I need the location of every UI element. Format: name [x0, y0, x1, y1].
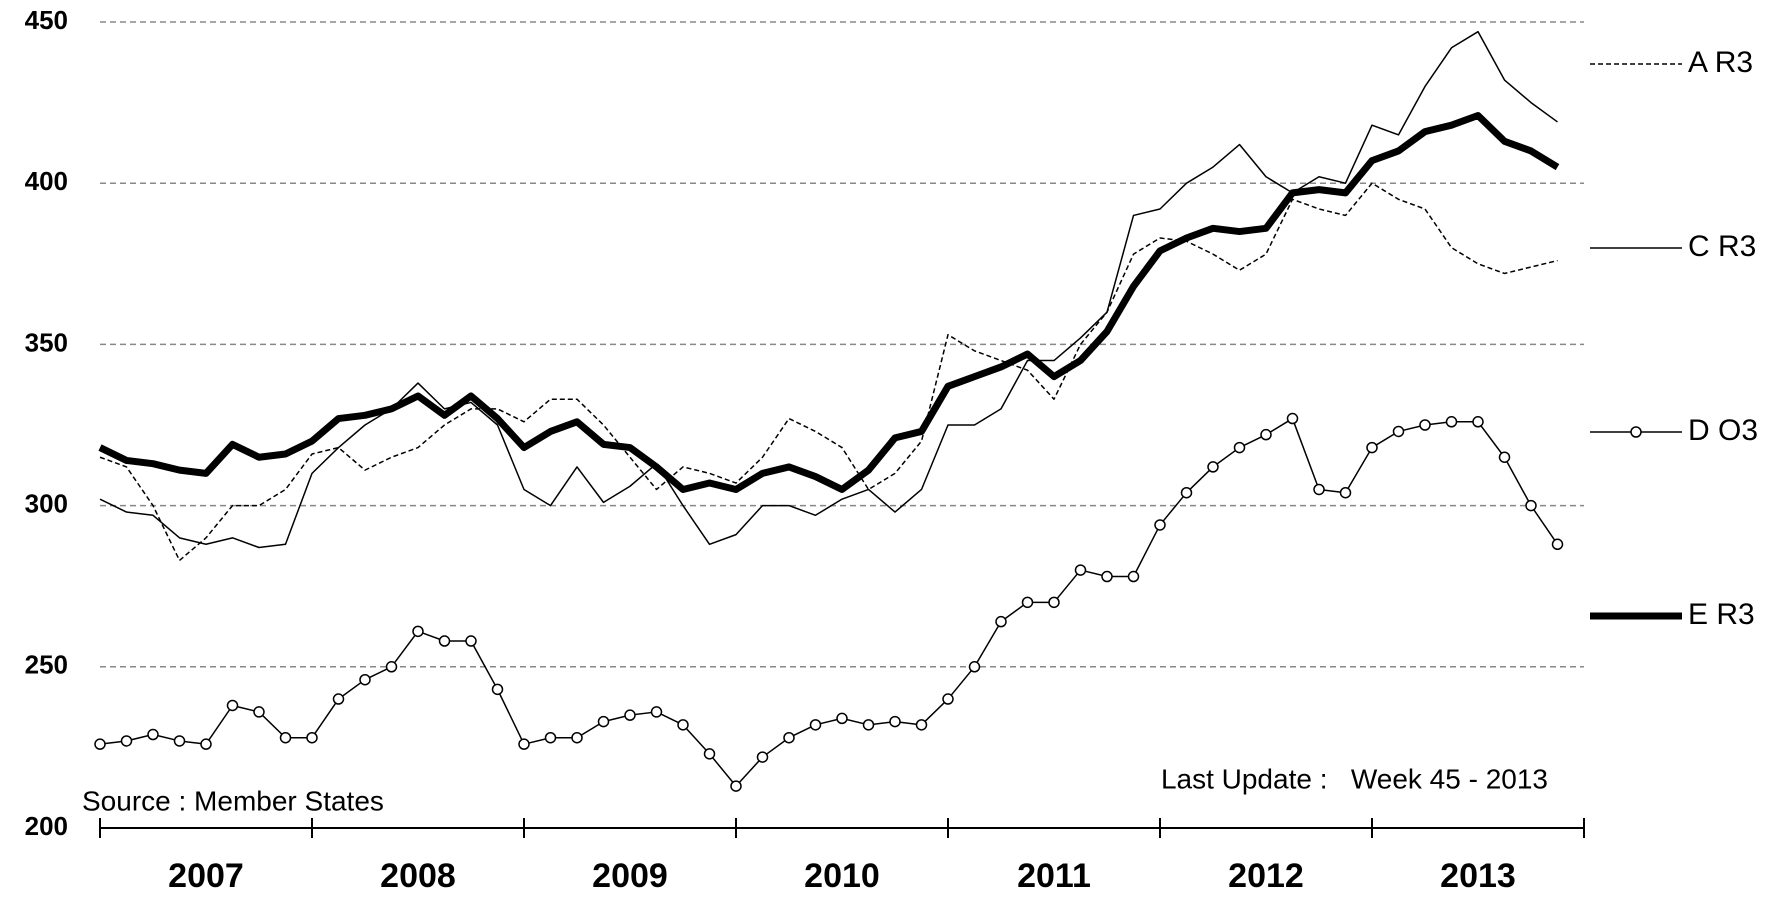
series-marker — [677, 719, 689, 731]
series-marker — [491, 683, 504, 696]
series-marker — [332, 693, 345, 705]
series-marker — [1472, 416, 1484, 428]
series-marker — [120, 735, 133, 747]
series-marker — [438, 635, 451, 647]
series-marker — [703, 748, 716, 760]
series-marker — [1313, 483, 1325, 496]
year-label: 2012 — [1228, 857, 1304, 895]
series-marker — [862, 719, 875, 731]
y-tick-label: 250 — [25, 650, 68, 680]
series-marker — [756, 751, 769, 763]
series-marker — [465, 635, 477, 647]
y-tick-label: 400 — [25, 166, 68, 196]
series-marker — [1419, 419, 1431, 431]
series-marker — [783, 731, 795, 744]
series-marker — [226, 699, 239, 712]
series-marker — [1021, 596, 1034, 609]
series-marker — [1074, 564, 1087, 576]
year-label: 2007 — [168, 857, 244, 895]
series-marker — [1127, 570, 1140, 583]
legend-label: A R3 — [1688, 46, 1753, 79]
series-marker — [968, 661, 981, 673]
y-tick-label: 200 — [25, 811, 68, 841]
series-line — [98, 111, 1560, 493]
y-tick-label: 350 — [25, 327, 68, 357]
series-line — [99, 182, 1558, 562]
series-marker — [94, 738, 106, 750]
series-marker — [544, 731, 557, 744]
series-marker — [147, 728, 159, 741]
series-marker — [1260, 428, 1272, 441]
source-note: Source : Member States — [82, 785, 384, 816]
series-marker — [1048, 596, 1060, 609]
series-marker — [412, 625, 424, 638]
series-marker — [359, 673, 371, 686]
series-marker — [597, 715, 610, 728]
y-tick-label: 450 — [25, 5, 68, 35]
year-label: 2009 — [592, 857, 668, 895]
series-marker — [915, 719, 928, 731]
series-marker — [1180, 486, 1193, 499]
series-marker — [730, 780, 742, 792]
series-marker — [1286, 412, 1299, 425]
series-marker — [1366, 441, 1378, 454]
series-marker — [571, 731, 583, 744]
series-marker — [942, 693, 954, 705]
series-marker — [279, 731, 292, 744]
series-marker — [995, 615, 1007, 628]
series-marker — [200, 738, 212, 750]
update-note: Last Update : Week 45 - 2013 — [1161, 763, 1548, 794]
series-marker — [1445, 416, 1458, 428]
legend-label: E R3 — [1688, 598, 1755, 631]
legend-label: C R3 — [1688, 230, 1756, 263]
series-marker — [624, 709, 636, 721]
series-marker — [1551, 538, 1564, 551]
series-marker — [1339, 486, 1352, 499]
series-marker — [1207, 461, 1219, 473]
series-marker — [306, 731, 318, 744]
series-marker — [253, 706, 265, 718]
series-line — [99, 30, 1558, 549]
series-line — [99, 417, 1559, 787]
series-marker — [889, 715, 901, 728]
y-tick-label: 300 — [25, 488, 68, 518]
series-marker — [650, 706, 663, 718]
series-marker — [173, 735, 186, 747]
series-marker — [809, 719, 822, 731]
series-marker — [1498, 451, 1511, 463]
series-marker — [1233, 441, 1246, 454]
year-label: 2010 — [804, 857, 880, 895]
year-label: 2013 — [1440, 857, 1516, 895]
year-label: 2011 — [1017, 857, 1091, 895]
series-marker — [1154, 519, 1166, 531]
year-label: 2008 — [380, 857, 456, 895]
series-marker — [1392, 425, 1405, 438]
series-marker — [385, 661, 398, 673]
legend-label: D O3 — [1688, 414, 1758, 447]
series-marker — [836, 712, 848, 725]
series-marker — [1525, 499, 1537, 512]
series-marker — [1101, 570, 1113, 583]
series-marker — [518, 738, 530, 750]
legend-marker — [1630, 426, 1642, 438]
